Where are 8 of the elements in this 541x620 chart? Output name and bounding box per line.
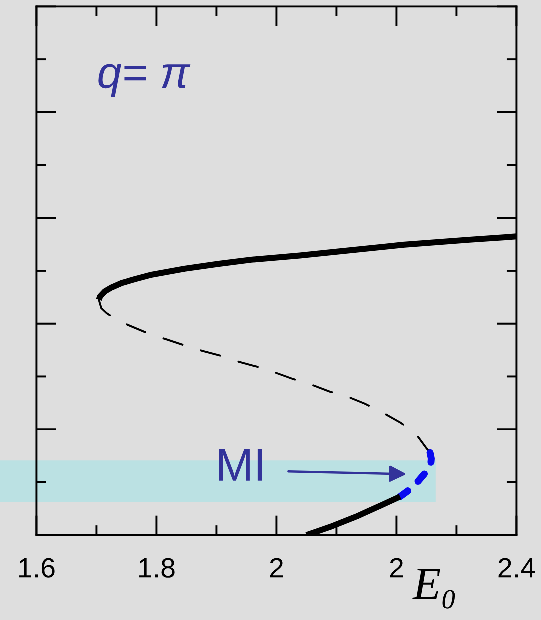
annotation: MI — [219, 449, 262, 481]
x-tick-label: 2 — [390, 558, 404, 578]
x-tick-label: 1.8 — [140, 558, 175, 578]
text: q= π — [98, 64, 191, 98]
x-tick-label: 1.6 — [20, 558, 55, 578]
x-tick-label: 2 — [270, 558, 284, 578]
x-tick-label: 2.4 — [498, 558, 536, 578]
x-axis-title: E₀ — [412, 569, 456, 609]
